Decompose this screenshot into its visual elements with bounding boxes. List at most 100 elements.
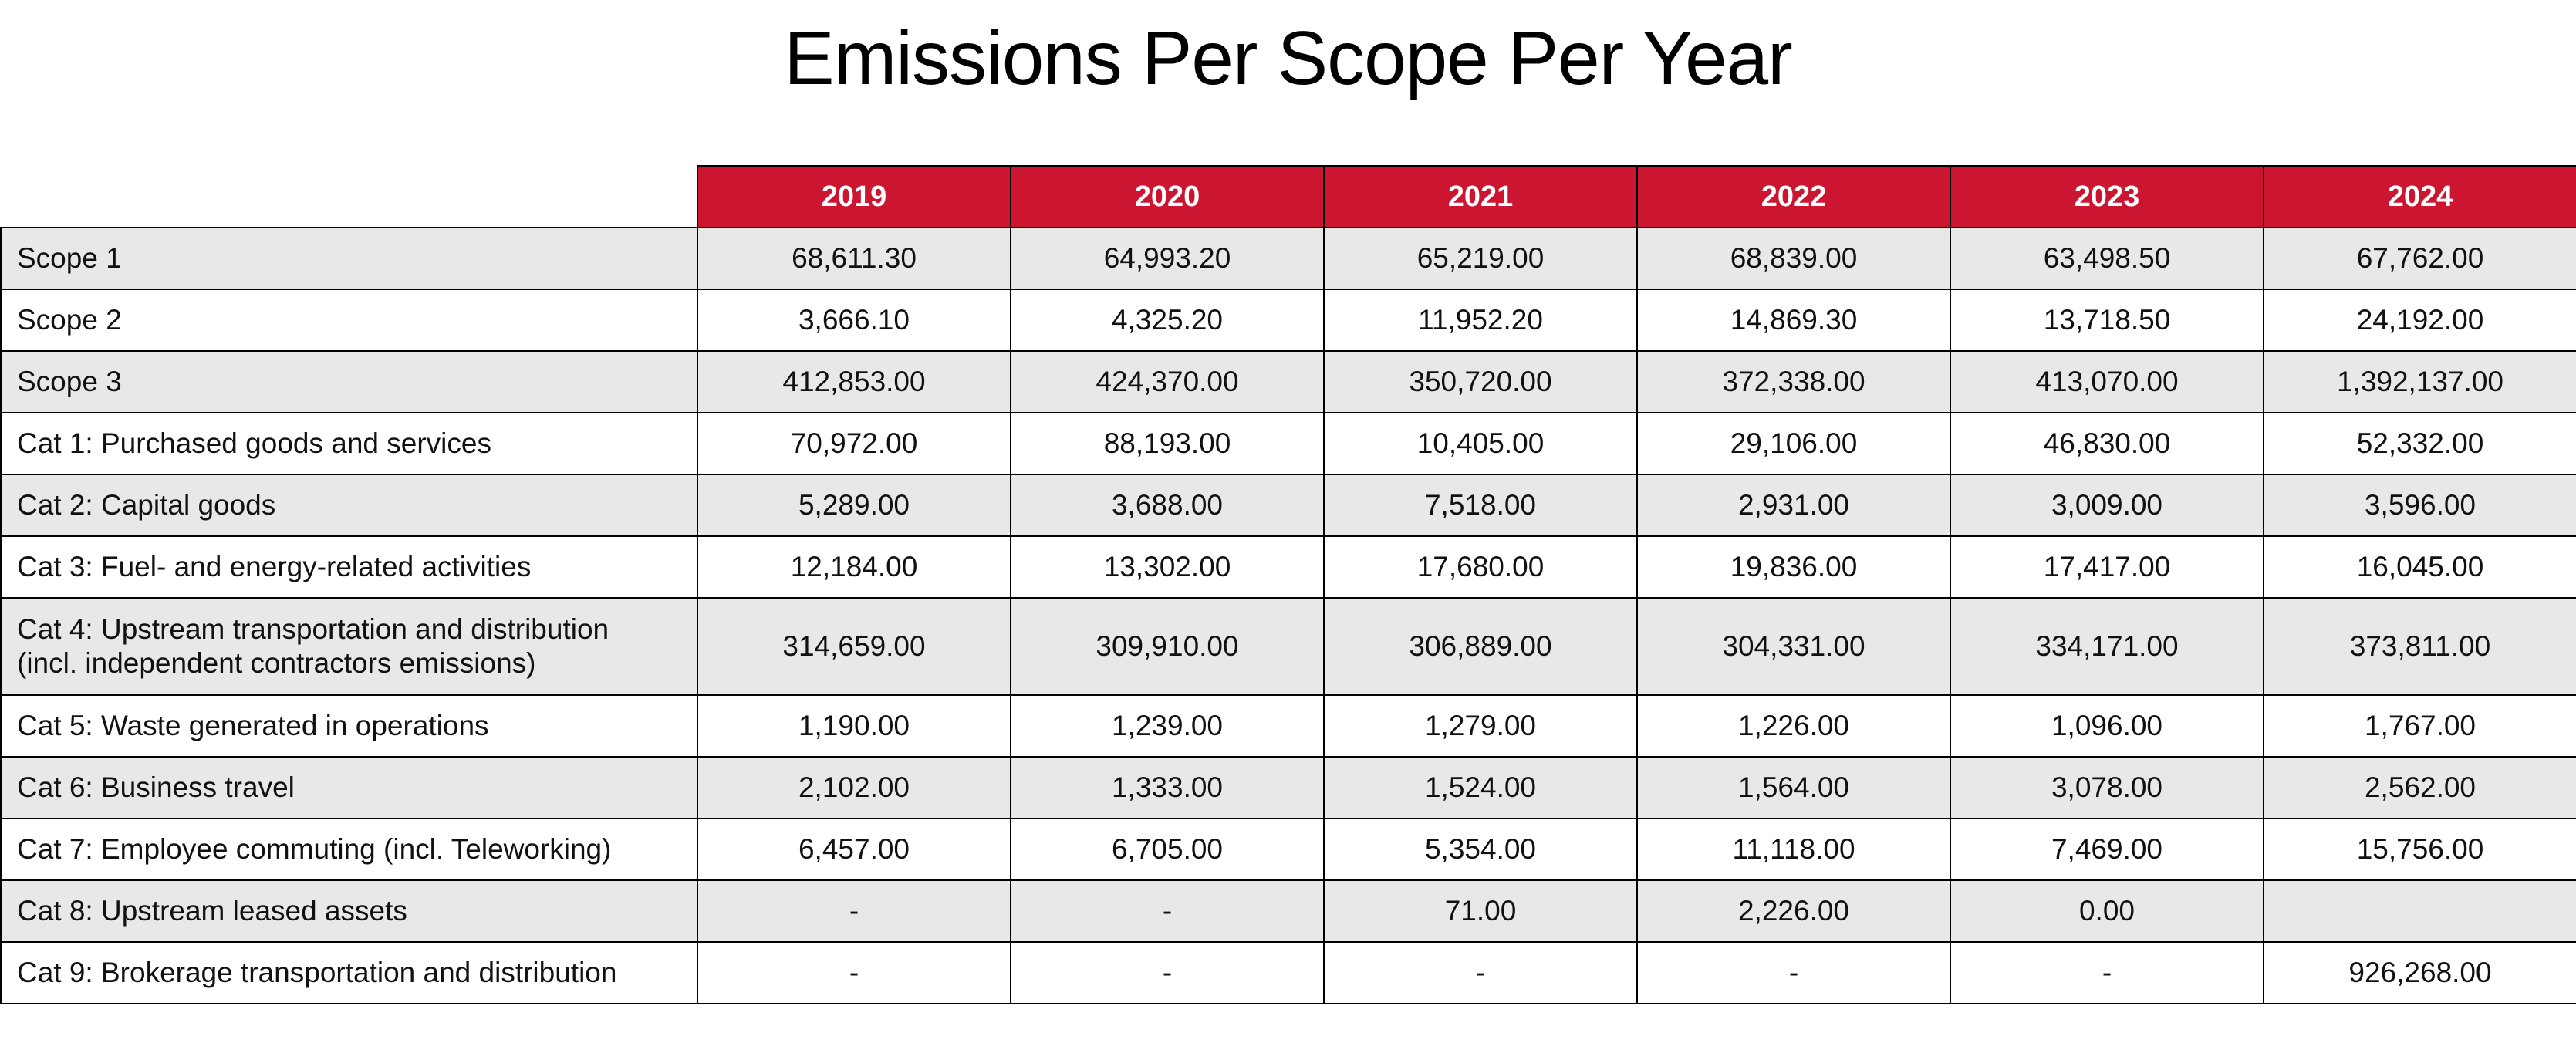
table-cell: 6,457.00 (697, 818, 1011, 881)
year-header: 2023 (1950, 165, 2264, 228)
table-cell: 68,839.00 (1636, 227, 1951, 290)
table-cell: 1,767.00 (2263, 694, 2576, 758)
table-cell: 17,417.00 (1950, 535, 2264, 599)
table-cell: 52,332.00 (2263, 412, 2576, 475)
table-cell: 413,070.00 (1950, 350, 2264, 413)
table-row: Scope 1 68,611.30 64,993.20 65,219.00 68… (0, 227, 2576, 290)
table-cell: 3,666.10 (697, 289, 1011, 352)
table-cell: 372,338.00 (1636, 350, 1951, 413)
table-cell: 412,853.00 (697, 350, 1011, 413)
table-cell: 4,325.20 (1010, 289, 1325, 352)
row-label: Cat 9: Brokerage transportation and dist… (0, 941, 698, 1004)
header-row: 2019 2020 2021 2022 2023 2024 (1, 165, 2576, 228)
table-cell: 70,972.00 (697, 412, 1011, 475)
table-cell: 306,889.00 (1323, 597, 1638, 696)
table-cell: 63,498.50 (1950, 227, 2264, 290)
table-cell: 88,193.00 (1010, 412, 1325, 475)
table-cell: 926,268.00 (2263, 941, 2576, 1004)
row-label: Cat 6: Business travel (0, 756, 698, 819)
table-cell: 15,756.00 (2263, 818, 2576, 881)
table-cell (2263, 879, 2576, 943)
table-cell: 6,705.00 (1010, 818, 1325, 881)
year-header: 2020 (1010, 165, 1325, 228)
table-cell: - (1950, 941, 2264, 1004)
table-cell: 65,219.00 (1323, 227, 1638, 290)
table-cell: 0.00 (1950, 879, 2264, 943)
table-cell: 1,279.00 (1323, 694, 1638, 758)
row-label: Cat 3: Fuel- and energy-related activiti… (0, 535, 698, 599)
table-cell: 46,830.00 (1950, 412, 2264, 475)
table-cell: 2,931.00 (1636, 474, 1951, 537)
table-cell: 3,078.00 (1950, 756, 2264, 819)
table-cell: 10,405.00 (1323, 412, 1638, 475)
table-row: Cat 1: Purchased goods and services 70,9… (0, 412, 2576, 475)
table-cell: 1,096.00 (1950, 694, 2264, 758)
table-cell: 19,836.00 (1636, 535, 1951, 599)
row-label: Cat 5: Waste generated in operations (0, 694, 698, 758)
table-cell: 373,811.00 (2263, 597, 2576, 696)
row-label: Scope 3 (0, 350, 698, 413)
year-header: 2021 (1323, 165, 1638, 228)
table-cell: 334,171.00 (1950, 597, 2264, 696)
table-cell: 3,688.00 (1010, 474, 1325, 537)
table-cell: - (1636, 941, 1951, 1004)
table-cell: - (697, 879, 1011, 943)
table-cell: 14,869.30 (1636, 289, 1951, 352)
table-cell: 1,239.00 (1010, 694, 1325, 758)
table-cell: 1,392,137.00 (2263, 350, 2576, 413)
table-cell: 7,518.00 (1323, 474, 1638, 537)
emissions-table: 2019 2020 2021 2022 2023 2024 Scope 1 68… (0, 165, 2576, 1004)
row-label: Cat 1: Purchased goods and services (0, 412, 698, 475)
table-cell: - (1010, 941, 1325, 1004)
table-cell: 304,331.00 (1636, 597, 1951, 696)
year-header: 2019 (697, 165, 1011, 228)
row-label-line: (incl. independent contractors emissions… (17, 647, 536, 679)
year-header: 2024 (2263, 165, 2576, 228)
row-label: Scope 2 (0, 289, 698, 352)
table-cell: 1,564.00 (1636, 756, 1951, 819)
row-label: Cat 7: Employee commuting (incl. Telewor… (0, 818, 698, 881)
table-row: Cat 8: Upstream leased assets - - 71.00 … (0, 879, 2576, 943)
table-cell: 71.00 (1323, 879, 1638, 943)
table-row: Scope 3 412,853.00 424,370.00 350,720.00… (0, 350, 2576, 413)
table-row: Cat 2: Capital goods 5,289.00 3,688.00 7… (0, 474, 2576, 537)
table-cell: 11,952.20 (1323, 289, 1638, 352)
table-row: Cat 9: Brokerage transportation and dist… (0, 941, 2576, 1004)
table-cell: 13,302.00 (1010, 535, 1325, 599)
row-label: Cat 4: Upstream transportation and distr… (0, 597, 698, 696)
row-label-line: Cat 4: Upstream transportation and distr… (17, 613, 609, 645)
table-cell: 350,720.00 (1323, 350, 1638, 413)
table-cell: 7,469.00 (1950, 818, 2264, 881)
table-cell: 5,354.00 (1323, 818, 1638, 881)
table-cell: - (1323, 941, 1638, 1004)
table-cell: 314,659.00 (697, 597, 1011, 696)
row-label: Cat 8: Upstream leased assets (0, 879, 698, 943)
table-cell: 64,993.20 (1010, 227, 1325, 290)
page-title: Emissions Per Scope Per Year (784, 15, 1793, 100)
table-row: Cat 5: Waste generated in operations 1,1… (0, 694, 2576, 758)
table-cell: 3,009.00 (1950, 474, 2264, 537)
year-header: 2022 (1636, 165, 1951, 228)
table-cell: 1,524.00 (1323, 756, 1638, 819)
table-cell: 1,226.00 (1636, 694, 1951, 758)
row-label: Scope 1 (0, 227, 698, 290)
table-cell: 3,596.00 (2263, 474, 2576, 537)
table-cell: 67,762.00 (2263, 227, 2576, 290)
table-cell: 424,370.00 (1010, 350, 1325, 413)
table-cell: 68,611.30 (697, 227, 1011, 290)
table-cell: - (1010, 879, 1325, 943)
table-row: Cat 6: Business travel 2,102.00 1,333.00… (0, 756, 2576, 819)
table-cell: 2,226.00 (1636, 879, 1951, 943)
table-cell: 16,045.00 (2263, 535, 2576, 599)
table-cell: 24,192.00 (2263, 289, 2576, 352)
table-cell: 1,333.00 (1010, 756, 1325, 819)
table-cell: - (697, 941, 1011, 1004)
table-cell: 17,680.00 (1323, 535, 1638, 599)
table-row: Cat 7: Employee commuting (incl. Telewor… (0, 818, 2576, 881)
table-cell: 13,718.50 (1950, 289, 2264, 352)
table-cell: 11,118.00 (1636, 818, 1951, 881)
table-cell: 2,562.00 (2263, 756, 2576, 819)
table-cell: 5,289.00 (697, 474, 1011, 537)
table-cell: 29,106.00 (1636, 412, 1951, 475)
table-row: Cat 3: Fuel- and energy-related activiti… (0, 535, 2576, 599)
